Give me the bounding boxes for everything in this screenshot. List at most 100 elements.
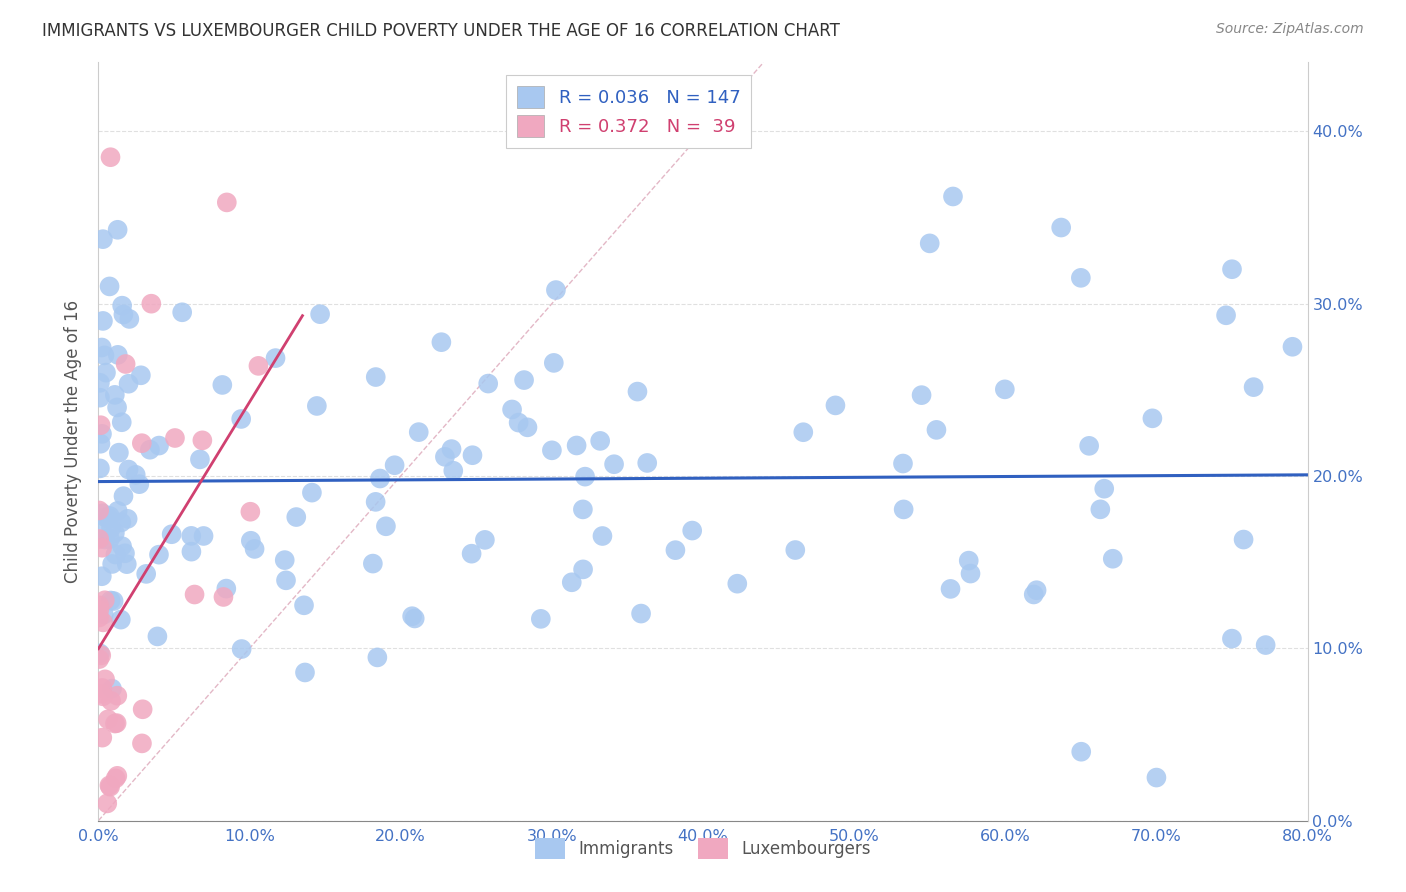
Point [893, 502, 915, 516]
Point [543, 356, 565, 370]
Point [247, 359, 270, 373]
Point [274, 553, 297, 567]
Point [94, 533, 117, 547]
Point [94, 366, 117, 380]
Point [104, 548, 127, 562]
Point [131, 436, 153, 450]
Point [89, 603, 111, 617]
Point [1050, 220, 1073, 235]
Point [131, 702, 153, 716]
Point [94, 673, 117, 687]
Point [188, 452, 211, 467]
Point [118, 312, 141, 326]
Point [516, 420, 538, 434]
Point [100, 150, 122, 164]
Point [105, 689, 128, 703]
Point [107, 504, 129, 518]
Point [630, 607, 652, 621]
Point [104, 388, 127, 402]
Point [135, 566, 157, 581]
Point [191, 434, 214, 448]
Point [211, 378, 233, 392]
Point [146, 629, 169, 643]
Point [97, 512, 120, 526]
Point [725, 576, 748, 591]
Point [441, 464, 464, 478]
Point [90, 569, 112, 583]
Point [1142, 411, 1164, 425]
Point [1090, 502, 1112, 516]
Point [89, 532, 111, 546]
Point [561, 575, 583, 590]
Point [1070, 745, 1092, 759]
Point [98, 780, 121, 794]
Point [94, 510, 117, 524]
Point [89, 610, 111, 624]
Point [89, 646, 111, 660]
Point [141, 296, 163, 310]
Point [292, 599, 315, 613]
Point [513, 373, 536, 387]
Point [1022, 587, 1045, 601]
Point [474, 533, 496, 547]
Point [366, 650, 388, 665]
Point [97, 712, 120, 726]
Point [107, 223, 129, 237]
Point [105, 716, 128, 731]
Point [110, 516, 132, 530]
Point [384, 458, 406, 473]
Point [572, 562, 595, 576]
Point [180, 544, 202, 558]
Point [91, 690, 114, 704]
Point [148, 548, 170, 562]
Point [239, 533, 262, 548]
Point [105, 769, 128, 783]
Point [112, 308, 135, 322]
Legend: Immigrants, Luxembourgers: Immigrants, Luxembourgers [529, 831, 877, 865]
Point [231, 412, 253, 426]
Point [139, 442, 162, 457]
Point [117, 512, 139, 526]
Point [148, 439, 170, 453]
Point [1243, 380, 1265, 394]
Point [117, 376, 139, 391]
Point [294, 665, 316, 680]
Point [1144, 771, 1167, 785]
Point [440, 442, 463, 456]
Point [89, 461, 111, 475]
Point [361, 557, 384, 571]
Point [111, 299, 134, 313]
Point [104, 525, 127, 540]
Point [461, 448, 484, 462]
Point [117, 462, 139, 476]
Point [243, 541, 266, 556]
Point [274, 574, 297, 588]
Point [681, 524, 703, 538]
Point [1220, 262, 1243, 277]
Point [957, 554, 980, 568]
Text: IMMIGRANTS VS LUXEMBOURGER CHILD POVERTY UNDER THE AGE OF 16 CORRELATION CHART: IMMIGRANTS VS LUXEMBOURGER CHILD POVERTY… [42, 22, 839, 40]
Point [212, 590, 235, 604]
Point [101, 557, 124, 571]
Point [163, 431, 186, 445]
Point [305, 399, 328, 413]
Point [108, 445, 131, 459]
Point [183, 587, 205, 601]
Point [90, 418, 112, 433]
Point [626, 384, 648, 399]
Point [664, 543, 686, 558]
Point [544, 283, 567, 297]
Point [91, 615, 114, 630]
Point [128, 477, 150, 491]
Point [89, 391, 111, 405]
Point [792, 425, 814, 440]
Point [193, 529, 215, 543]
Point [98, 279, 121, 293]
Point [433, 450, 456, 464]
Point [264, 351, 287, 365]
Point [89, 436, 111, 450]
Point [589, 434, 612, 448]
Point [215, 195, 238, 210]
Point [100, 694, 122, 708]
Point [115, 557, 138, 571]
